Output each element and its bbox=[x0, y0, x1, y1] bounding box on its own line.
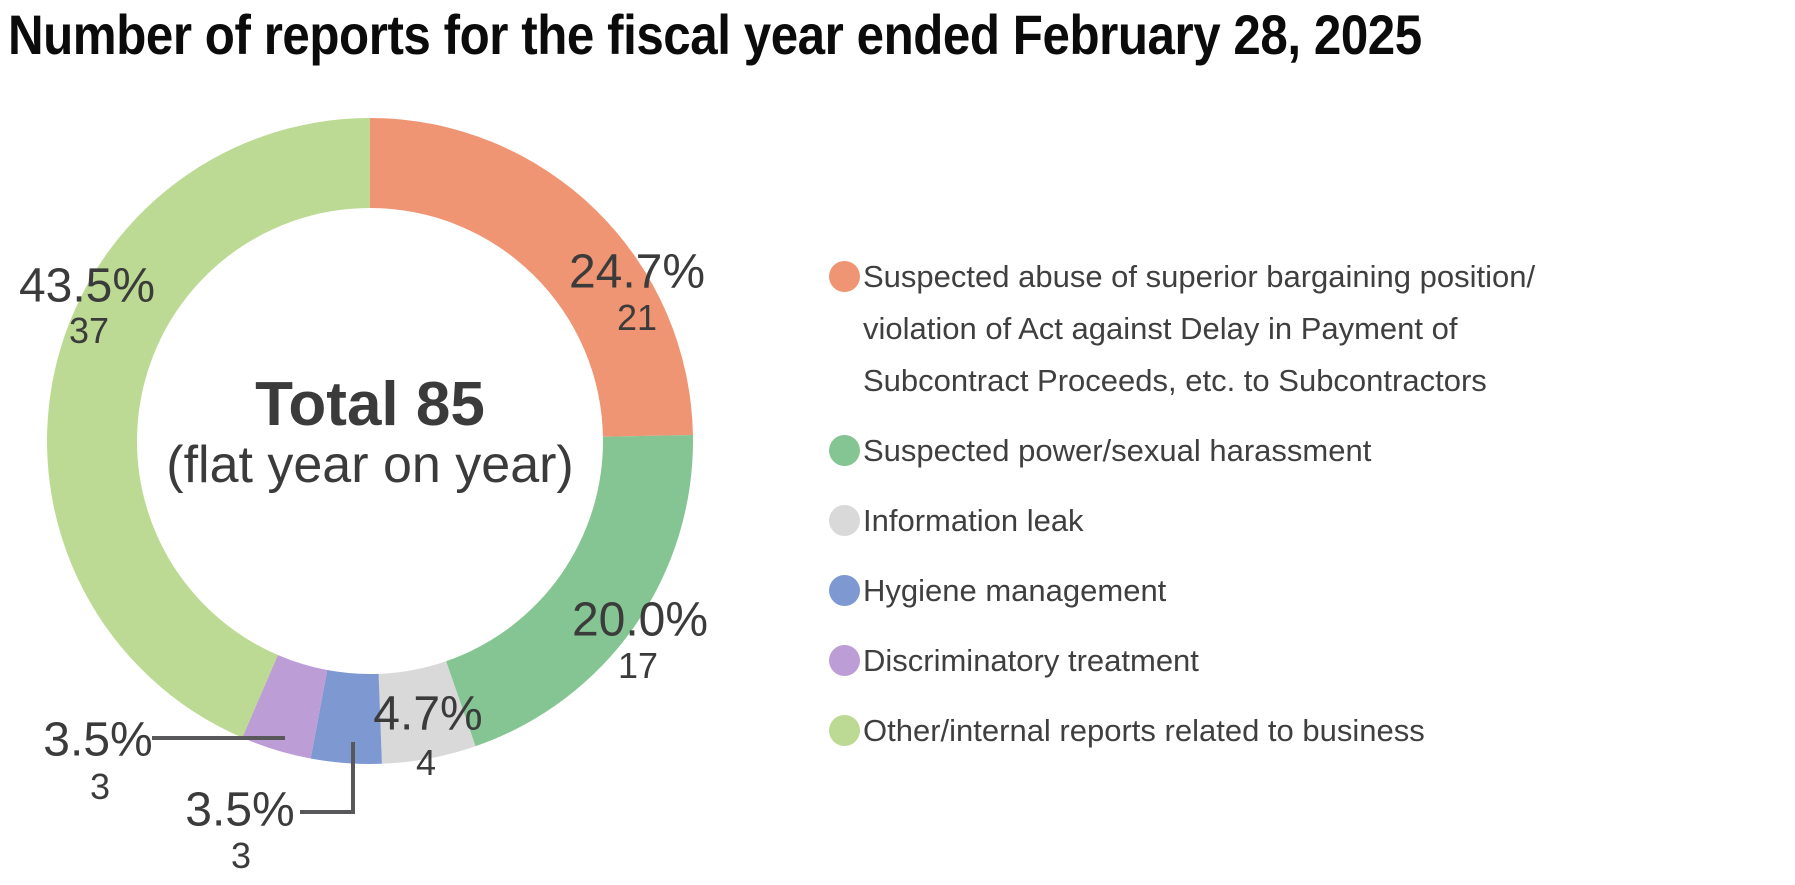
donut-segment-5 bbox=[47, 118, 371, 738]
yoy-label: (flat year on year) bbox=[166, 435, 574, 494]
legend-swatch-discriminatory bbox=[829, 645, 860, 676]
segment-count-label-other: 37 bbox=[68, 310, 110, 351]
legend-label-harassment: Suspected power/sexual harassment bbox=[863, 433, 1372, 468]
legend-swatch-harassment bbox=[829, 435, 860, 466]
donut-segment-3 bbox=[310, 670, 382, 764]
leader-line-hygiene-management bbox=[300, 742, 355, 814]
legend-item-hygiene: Hygiene management bbox=[829, 565, 1535, 617]
legend-label-abuse: Suspected abuse of superior bargaining p… bbox=[863, 259, 1536, 398]
legend-label-hygiene: Hygiene management bbox=[863, 573, 1167, 608]
legend-item-harassment: Suspected power/sexual harassment bbox=[829, 425, 1535, 477]
segment-count-label-information-leak: 4 bbox=[415, 742, 437, 783]
legend-label-other: Other/internal reports related to busine… bbox=[863, 713, 1425, 748]
segment-count-label-hygiene: 3 bbox=[230, 835, 252, 876]
donut-center-label: Total 85 (flat year on year) bbox=[166, 369, 574, 494]
segment-pct-label-information-leak: 4.7% bbox=[373, 687, 483, 741]
legend-swatch-other bbox=[829, 715, 860, 746]
legend-label-discriminatory: Discriminatory treatment bbox=[863, 643, 1199, 678]
donut-segment-4 bbox=[242, 655, 328, 759]
segment-pct-label-harassment: 20.0% bbox=[571, 593, 709, 647]
legend-item-abuse: Suspected abuse of superior bargaining p… bbox=[829, 251, 1535, 407]
legend-item-discriminatory: Discriminatory treatment bbox=[829, 635, 1535, 687]
donut-segment-1 bbox=[446, 435, 693, 747]
segment-count-label-harassment: 17 bbox=[617, 645, 659, 686]
chart-title: Number of reports for the fiscal year en… bbox=[8, 3, 1422, 66]
legend-item-other: Other/internal reports related to busine… bbox=[829, 705, 1535, 757]
legend-item-information-leak: Information leak bbox=[829, 495, 1535, 547]
donut-segment-2 bbox=[378, 661, 476, 764]
legend-swatch-abuse bbox=[829, 261, 860, 292]
donut-segments bbox=[47, 118, 693, 764]
legend-swatch-information-leak bbox=[829, 505, 860, 536]
segment-pct-label-hygiene: 3.5% bbox=[185, 783, 295, 837]
donut-chart bbox=[47, 118, 693, 814]
donut-segment-0 bbox=[370, 118, 693, 437]
segment-pct-label-other: 43.5% bbox=[18, 259, 156, 313]
total-label: Total 85 bbox=[255, 369, 485, 439]
segment-count-label-abuse: 21 bbox=[616, 297, 658, 338]
legend: Suspected abuse of superior bargaining p… bbox=[829, 251, 1535, 757]
legend-swatch-hygiene bbox=[829, 575, 860, 606]
legend-label-information-leak: Information leak bbox=[863, 503, 1084, 538]
segment-count-label-discriminatory: 3 bbox=[89, 766, 111, 807]
segment-pct-label-discriminatory: 3.5% bbox=[43, 713, 153, 767]
segment-pct-label-abuse: 24.7% bbox=[568, 245, 706, 299]
